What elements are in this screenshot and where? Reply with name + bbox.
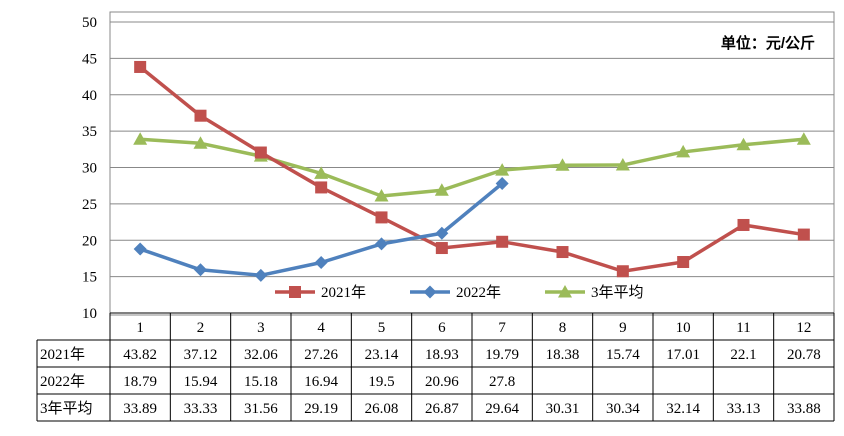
data-point bbox=[374, 189, 389, 202]
table-cell: 30.34 bbox=[606, 401, 640, 417]
x-tick-label: 10 bbox=[676, 320, 691, 336]
table-cell: 43.82 bbox=[123, 347, 157, 363]
table-cell: 26.87 bbox=[425, 401, 459, 417]
data-point bbox=[254, 146, 267, 159]
y-tick-label: 45 bbox=[82, 51, 97, 67]
y-tick-label: 30 bbox=[82, 161, 97, 177]
data-point bbox=[616, 265, 629, 278]
table-cell: 19.79 bbox=[485, 347, 519, 363]
data-point bbox=[556, 246, 569, 259]
plot-area bbox=[109, 11, 835, 316]
x-tick-label: 3 bbox=[257, 320, 265, 336]
table-cell: 33.33 bbox=[184, 401, 218, 417]
table-cell: 30.31 bbox=[546, 401, 580, 417]
series-line bbox=[140, 137, 804, 198]
table-cell: 23.14 bbox=[365, 347, 399, 363]
data-point bbox=[315, 181, 328, 194]
table-cell: 15.74 bbox=[606, 347, 640, 363]
data-point bbox=[375, 237, 388, 251]
x-tick-label: 9 bbox=[619, 320, 627, 336]
legend-label: 3年平均 bbox=[591, 284, 644, 301]
x-tick-label: 2 bbox=[197, 320, 205, 336]
y-tick-label: 40 bbox=[82, 88, 97, 104]
data-point bbox=[736, 137, 751, 151]
table-cell: 20.96 bbox=[425, 374, 459, 390]
data-point bbox=[615, 158, 630, 171]
table-cell: 31.56 bbox=[244, 401, 278, 417]
table-cell: 33.89 bbox=[123, 401, 157, 417]
data-point bbox=[676, 144, 691, 158]
y-tick-label: 35 bbox=[82, 124, 97, 140]
data-point bbox=[555, 158, 570, 171]
table-row-header: 2021年 bbox=[40, 346, 85, 363]
data-point bbox=[797, 228, 810, 241]
x-tick-label: 11 bbox=[736, 320, 750, 336]
data-point bbox=[375, 211, 388, 224]
x-tick-label: 1 bbox=[136, 320, 144, 336]
table-cell: 37.12 bbox=[184, 347, 218, 363]
data-point bbox=[194, 109, 207, 122]
data-point bbox=[193, 136, 208, 149]
x-tick-label: 4 bbox=[317, 320, 325, 336]
table-cell: 32.06 bbox=[244, 347, 278, 363]
table-cell: 18.79 bbox=[123, 374, 157, 390]
table-row-header: 2022年 bbox=[40, 373, 85, 390]
legend-swatch-marker bbox=[423, 285, 437, 299]
data-point bbox=[133, 242, 147, 256]
table-cell: 16.94 bbox=[304, 374, 338, 390]
table-cell: 29.19 bbox=[304, 401, 338, 417]
y-tick-label: 25 bbox=[82, 197, 97, 213]
data-point bbox=[435, 226, 449, 240]
data-point bbox=[434, 183, 449, 196]
table-cell: 18.93 bbox=[425, 347, 459, 363]
table-cell: 27.26 bbox=[304, 347, 338, 363]
legend-swatch-marker bbox=[289, 286, 301, 298]
legend-label: 2022年 bbox=[456, 284, 501, 301]
data-point bbox=[496, 235, 509, 248]
series-line bbox=[139, 65, 805, 273]
data-point bbox=[194, 263, 207, 277]
legend-swatch-marker bbox=[558, 285, 572, 298]
data-point bbox=[133, 132, 148, 145]
data-point bbox=[314, 166, 329, 179]
table-cell: 19.5 bbox=[368, 374, 394, 390]
table-cell: 27.8 bbox=[489, 374, 515, 390]
table-cell: 33.13 bbox=[727, 401, 761, 417]
data-point bbox=[314, 256, 328, 270]
y-tick-label: 50 bbox=[82, 15, 97, 31]
x-tick-label: 7 bbox=[498, 320, 506, 336]
y-tick-label: 15 bbox=[82, 270, 97, 286]
table-cell: 29.64 bbox=[485, 401, 519, 417]
data-point bbox=[796, 132, 811, 145]
y-tick-label: 10 bbox=[82, 306, 97, 322]
table-row-header: 3年平均 bbox=[40, 400, 93, 417]
table-cell: 32.14 bbox=[666, 401, 700, 417]
table-cell: 20.78 bbox=[787, 347, 821, 363]
table-cell: 22.1 bbox=[730, 347, 756, 363]
x-tick-label: 8 bbox=[559, 320, 567, 336]
data-point bbox=[495, 177, 509, 191]
data-point bbox=[435, 242, 448, 255]
x-tick-label: 5 bbox=[378, 320, 386, 336]
table-cell: 26.08 bbox=[365, 401, 399, 417]
legend-label: 2021年 bbox=[321, 284, 366, 301]
table-cell: 15.94 bbox=[184, 374, 218, 390]
data-point bbox=[254, 268, 268, 282]
unit-label: 单位：元/公斤 bbox=[721, 34, 815, 52]
table-cell: 17.01 bbox=[666, 347, 700, 363]
table-cell: 15.18 bbox=[244, 374, 278, 390]
y-tick-label: 20 bbox=[82, 233, 97, 249]
x-tick-label: 6 bbox=[438, 320, 446, 336]
data-point bbox=[737, 218, 750, 231]
data-point bbox=[134, 60, 147, 73]
data-point bbox=[495, 163, 510, 176]
table-cell: 33.88 bbox=[787, 401, 821, 417]
x-tick-label: 12 bbox=[796, 320, 811, 336]
table-cell: 18.38 bbox=[546, 347, 580, 363]
data-point bbox=[677, 256, 690, 269]
